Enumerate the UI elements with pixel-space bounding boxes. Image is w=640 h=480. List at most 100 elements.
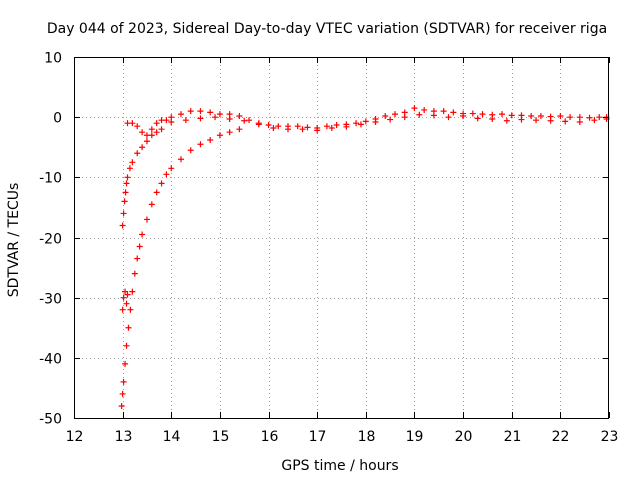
y-tick-label: -20 <box>39 232 62 248</box>
data-point <box>236 126 243 133</box>
data-point <box>445 114 452 121</box>
data-point <box>343 123 350 130</box>
data-point <box>134 255 141 262</box>
data-point <box>153 120 160 127</box>
data-point <box>131 270 138 277</box>
data-point <box>226 115 233 122</box>
x-tick-label: 21 <box>504 429 522 445</box>
data-point <box>328 124 335 131</box>
data-point <box>518 116 525 123</box>
data-point <box>586 114 593 121</box>
data-point <box>450 109 457 116</box>
data-point <box>557 112 564 119</box>
series-scatter-near-13 <box>119 288 131 313</box>
data-point <box>163 171 170 178</box>
data-point <box>421 106 428 113</box>
series-track-main-lower <box>168 111 610 134</box>
data-point <box>163 117 170 124</box>
y-tick-label: 10 <box>44 51 62 67</box>
x-tick-label: 16 <box>261 429 279 445</box>
series-track-a <box>119 126 165 229</box>
data-point <box>216 132 223 139</box>
data-point <box>547 117 554 124</box>
x-tick-label: 13 <box>115 429 133 445</box>
data-point <box>255 121 262 128</box>
data-point <box>143 132 150 139</box>
y-tick-label: -40 <box>39 352 62 368</box>
series-track-b <box>118 126 243 409</box>
data-point <box>148 126 155 133</box>
data-point <box>503 117 510 124</box>
data-point <box>129 288 136 295</box>
data-point <box>392 111 398 118</box>
data-point <box>207 109 214 116</box>
x-tick-label: 18 <box>358 429 376 445</box>
data-point <box>285 126 291 133</box>
data-point <box>182 117 189 124</box>
data-point <box>119 390 126 397</box>
data-point <box>216 111 223 118</box>
data-point <box>123 180 130 187</box>
data-point <box>122 360 129 367</box>
data-point <box>212 114 219 121</box>
data-point <box>158 180 165 187</box>
data-point <box>499 111 505 118</box>
data-point <box>314 127 321 134</box>
x-tick-label: 15 <box>212 429 230 445</box>
x-axis-ticks: 12 13 14 15 16 17 18 19 20 21 22 23 <box>66 57 618 445</box>
data-point <box>178 156 184 163</box>
data-point <box>187 147 194 154</box>
data-point <box>127 306 134 313</box>
data-point <box>241 117 248 124</box>
data-point <box>120 210 127 217</box>
data-point <box>123 300 130 307</box>
data-point <box>197 141 204 148</box>
data-point <box>294 123 301 130</box>
y-tick-label: -10 <box>39 171 62 187</box>
data-point <box>270 124 277 131</box>
data-point <box>126 165 133 172</box>
data-point <box>125 324 132 331</box>
data-point <box>197 115 204 122</box>
data-point <box>323 123 330 130</box>
data-point <box>139 231 146 238</box>
data-point <box>430 112 437 119</box>
data-point <box>129 159 136 166</box>
data-point <box>440 108 447 115</box>
data-point <box>178 111 184 118</box>
data-point <box>187 108 194 115</box>
data-point <box>119 306 126 313</box>
data-point <box>148 201 155 208</box>
data-point <box>401 114 408 121</box>
data-point <box>118 402 125 409</box>
data-point <box>236 112 243 119</box>
data-point <box>124 291 131 298</box>
x-tick-label: 20 <box>455 429 473 445</box>
data-point <box>122 288 129 295</box>
data-point <box>416 111 423 118</box>
data-point <box>121 198 128 205</box>
data-point <box>134 123 141 130</box>
data-point <box>382 112 389 119</box>
data-points <box>118 105 610 409</box>
data-point <box>168 118 175 125</box>
data-point <box>122 189 129 196</box>
data-point <box>372 118 379 125</box>
y-tick-label: 0 <box>53 111 62 127</box>
data-point <box>123 342 130 349</box>
data-point <box>143 216 150 223</box>
data-point <box>226 129 233 136</box>
data-point <box>411 105 418 112</box>
data-point <box>460 112 467 119</box>
data-point <box>489 115 496 122</box>
y-axis-label: SDTVAR / TECUs <box>6 183 22 298</box>
data-point <box>567 114 574 121</box>
data-point <box>119 222 126 229</box>
data-point <box>387 116 394 123</box>
data-point <box>474 115 481 122</box>
x-tick-label: 14 <box>163 429 181 445</box>
chart-title: Day 044 of 2023, Sidereal Day-to-day VTE… <box>47 21 607 37</box>
data-point <box>124 174 131 181</box>
